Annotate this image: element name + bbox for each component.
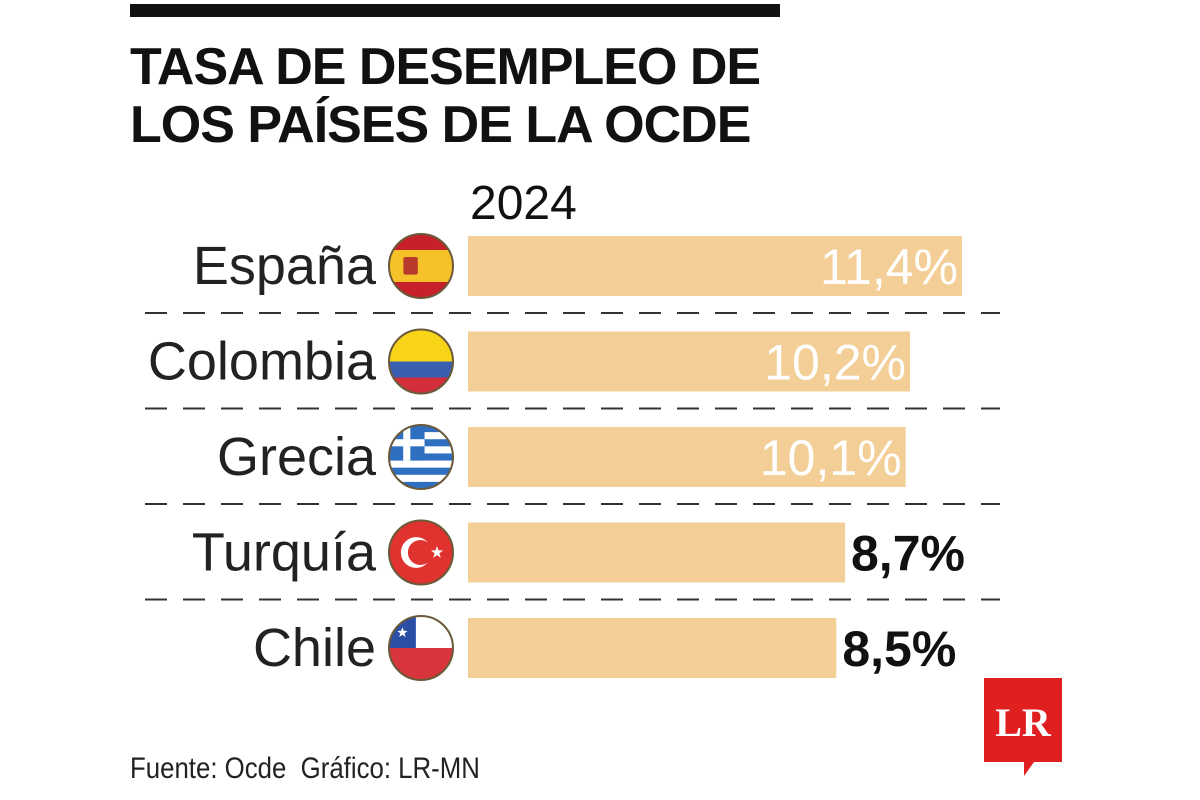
title-line-1: TASA DE DESEMPLEO DE <box>130 38 761 96</box>
bar <box>468 331 910 392</box>
value-label: 10,2% <box>764 335 906 391</box>
chart-subtitle-year: 2024 <box>470 177 577 230</box>
category-label: Grecia <box>217 427 377 487</box>
value-label: 8,5% <box>842 621 956 677</box>
colombia-flag-icon <box>388 328 454 395</box>
value-label: 10,1% <box>760 430 902 486</box>
bar <box>468 618 837 678</box>
chart-title: TASA DE DESEMPLEO DE LOS PAÍSES DE LA OC… <box>130 38 830 154</box>
value-label: 11,4% <box>820 239 958 295</box>
top-rule <box>130 4 780 17</box>
bar <box>468 236 962 296</box>
spain-flag-icon <box>388 233 454 299</box>
title-line-2: LOS PAÍSES DE LA OCDE <box>130 96 751 154</box>
logo-text: LR <box>995 700 1052 745</box>
category-label: España <box>193 236 377 296</box>
bar <box>468 522 845 583</box>
source-credit: Fuente: Ocde Gráfico: LR-MN <box>130 752 480 785</box>
category-label: Chile <box>253 618 376 678</box>
turkey-flag-icon <box>388 519 454 586</box>
lr-logo: LR <box>984 678 1062 776</box>
bar <box>468 427 906 487</box>
category-label: Turquía <box>192 523 377 583</box>
chile-flag-icon <box>388 615 454 681</box>
greece-flag-icon <box>388 424 454 490</box>
value-label: 8,7% <box>851 526 965 582</box>
category-label: Colombia <box>148 332 377 392</box>
